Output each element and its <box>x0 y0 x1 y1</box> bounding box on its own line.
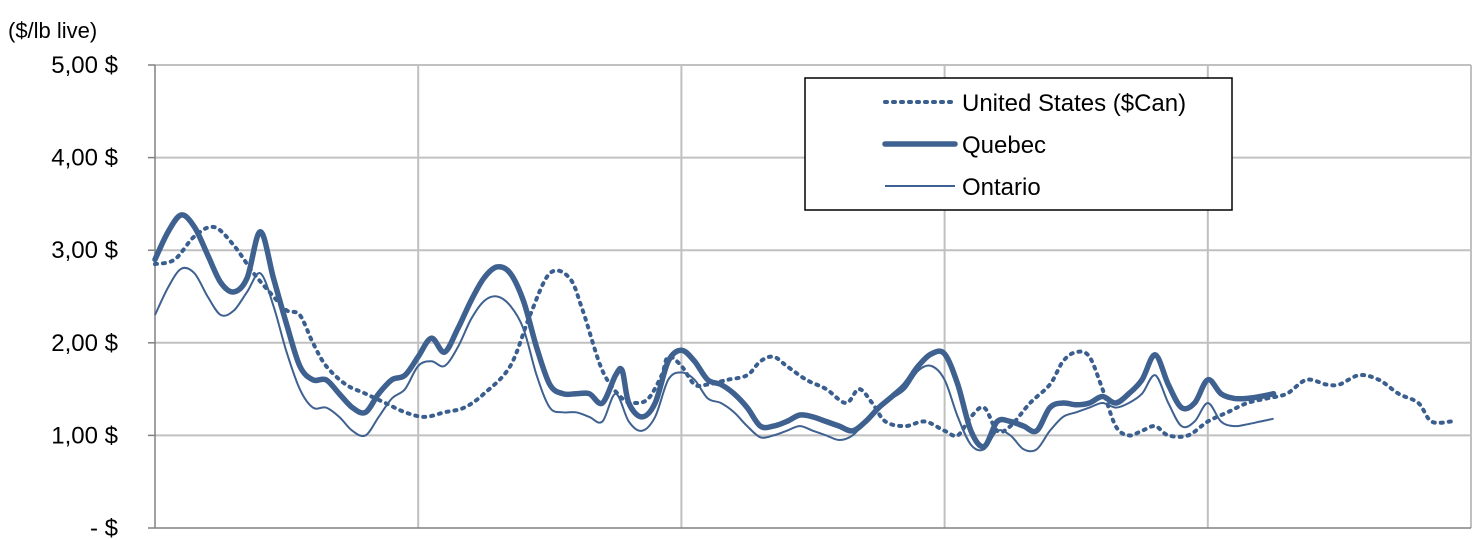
y-tick-label: 4,00 $ <box>51 145 118 172</box>
legend-label-2: Ontario <box>962 174 1041 201</box>
gridlines <box>155 64 1472 528</box>
chart-legend: United States ($Can) Quebec Ontario <box>804 77 1233 211</box>
y-tick-label: 3,00 $ <box>51 237 118 264</box>
legend-box <box>804 77 1233 211</box>
y-tick-label: - $ <box>90 515 118 540</box>
axes <box>154 65 1471 529</box>
y-axis-ticks: 5,00 $ 4,00 $ 3,00 $ 2,00 $ 1,00 $ - $ <box>51 52 155 540</box>
y-tick-label: 2,00 $ <box>51 330 118 357</box>
legend-label-1: Quebec <box>962 132 1046 159</box>
series-line-2 <box>154 266 1274 453</box>
series-lines <box>152 212 1454 453</box>
y-tick-label: 1,00 $ <box>51 422 118 449</box>
series-line-0 <box>153 224 1454 439</box>
series-line-1 <box>152 212 1277 450</box>
y-axis-unit-label: ($/lb live) <box>8 18 97 43</box>
legend-label-0: United States ($Can) <box>962 90 1186 117</box>
y-tick-label: 5,00 $ <box>51 52 118 79</box>
